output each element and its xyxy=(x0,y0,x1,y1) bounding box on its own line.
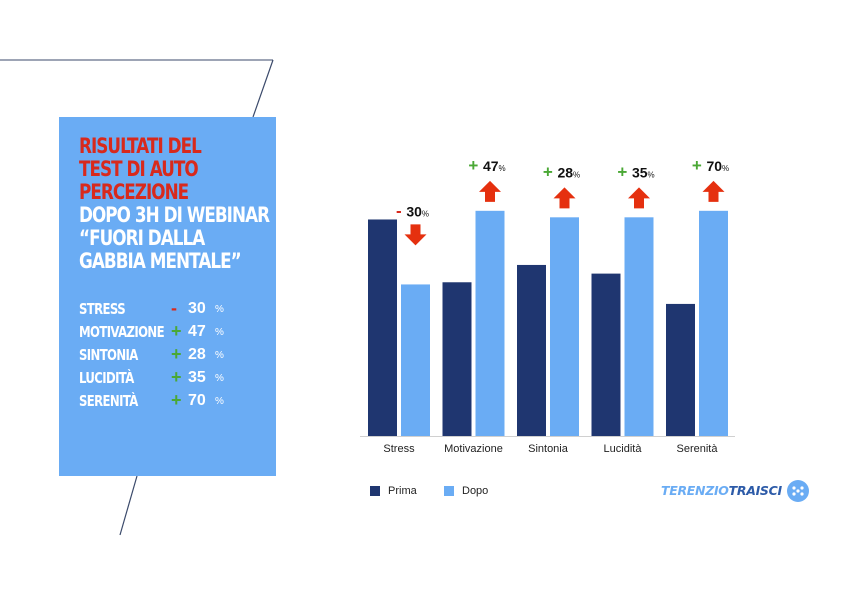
bar-prima-serenita xyxy=(666,303,695,436)
bar-dopo-sintonia xyxy=(550,217,579,436)
stat-unit: % xyxy=(215,304,224,315)
stat-sign: + xyxy=(171,321,182,341)
stat-row-serenita: SERENITÀ + 70 % xyxy=(79,390,276,415)
change-unit: % xyxy=(422,209,429,218)
title-red-line-2: TEST DI AUTO xyxy=(79,157,199,181)
x-tick-label-serenita: Serenità xyxy=(677,443,719,455)
arrow-down-icon-stress xyxy=(404,224,427,246)
legend-label-dopo: Dopo xyxy=(462,485,489,497)
title-red-line-3: PERCEZIONE xyxy=(79,180,189,204)
change-unit: % xyxy=(648,170,655,179)
x-tick-label-motivazione: Motivazione xyxy=(444,443,503,455)
stat-value: 47 xyxy=(188,323,206,340)
stat-sign: - xyxy=(171,298,177,318)
bar-prima-lucidita xyxy=(591,273,621,436)
stat-value: 28 xyxy=(188,346,206,363)
change-sign: - xyxy=(396,201,406,220)
bottom-slant-line xyxy=(119,475,138,536)
bar-dopo-lucidita xyxy=(624,217,654,436)
change-sign: + xyxy=(468,156,483,175)
brand-dots-icon xyxy=(787,480,809,502)
change-sign: + xyxy=(692,156,707,175)
bar-dopo-stress xyxy=(401,284,430,436)
change-sign: + xyxy=(543,162,558,181)
title-white-line-3: GABBIA MENTALE” xyxy=(79,249,242,273)
change-unit: % xyxy=(499,164,506,173)
change-value: 35 xyxy=(632,164,648,180)
bar-dopo-motivazione xyxy=(475,210,505,436)
top-slant-line xyxy=(252,59,274,118)
arrow-up-icon-serenita xyxy=(702,180,725,202)
bar-prima-stress xyxy=(368,219,397,436)
change-label-serenita: + 70% xyxy=(692,156,729,175)
stat-label: MOTIVAZIONE xyxy=(79,323,165,341)
stats-list: STRESS - 30 % MOTIVAZIONE + 47 % SINTONI… xyxy=(79,298,276,415)
change-unit: % xyxy=(573,170,580,179)
brand-dots-icon-graphic xyxy=(792,486,804,496)
stat-row-lucidita: LUCIDITÀ + 35 % xyxy=(79,367,276,392)
stat-sign: + xyxy=(171,367,182,387)
legend-swatch-dopo xyxy=(444,486,454,496)
change-value: 28 xyxy=(557,164,573,180)
title-white-line-2: “FUORI DALLA xyxy=(79,226,205,250)
x-tick-label-stress: Stress xyxy=(383,443,415,455)
results-panel: RISULTATI DEL TEST DI AUTO PERCEZIONE DO… xyxy=(59,117,276,476)
stat-unit: % xyxy=(215,373,224,384)
legend-swatch-prima xyxy=(370,486,380,496)
arrow-up-icon-motivazione xyxy=(479,180,501,202)
brand-logo: TERENZIOTRAISCI xyxy=(661,480,782,502)
stat-row-motivazione: MOTIVAZIONE + 47 % xyxy=(79,321,276,346)
change-label-sintonia: + 28% xyxy=(543,162,580,181)
change-label-motivazione: + 47% xyxy=(468,156,505,175)
stat-label: SERENITÀ xyxy=(79,392,138,410)
change-value: 30 xyxy=(406,203,422,219)
title-red-line-1: RISULTATI DEL xyxy=(79,134,202,158)
bar-dopo-serenita xyxy=(699,210,728,436)
stat-value: 30 xyxy=(188,300,206,317)
bar-prima-sintonia xyxy=(517,264,546,436)
stat-sign: + xyxy=(171,390,182,410)
brand-name-first: TERENZIO xyxy=(661,483,729,498)
stat-value: 35 xyxy=(188,369,206,386)
change-label-lucidita: + 35% xyxy=(617,162,654,181)
panel-title: RISULTATI DEL TEST DI AUTO PERCEZIONE DO… xyxy=(79,135,276,300)
change-value: 70 xyxy=(706,158,722,174)
stat-label: STRESS xyxy=(79,300,126,318)
x-tick-label-lucidita: Lucidità xyxy=(604,443,643,455)
stat-row-sintonia: SINTONIA + 28 % xyxy=(79,344,276,369)
stat-sign: + xyxy=(171,344,182,364)
change-label-stress: - 30% xyxy=(396,201,429,220)
arrow-up-icon-sintonia xyxy=(553,187,576,209)
stat-label: SINTONIA xyxy=(79,346,138,364)
arrow-up-icon-lucidita xyxy=(628,187,650,209)
stat-row-stress: STRESS - 30 % xyxy=(79,298,276,323)
stat-label: LUCIDITÀ xyxy=(79,369,134,387)
bar-prima-motivazione xyxy=(442,282,472,436)
brand-name-second: TRAISCI xyxy=(728,483,783,498)
stat-unit: % xyxy=(215,327,224,338)
change-sign: + xyxy=(617,162,632,181)
stat-unit: % xyxy=(215,396,224,407)
stat-unit: % xyxy=(215,350,224,361)
stat-value: 70 xyxy=(188,392,206,409)
legend-label-prima: Prima xyxy=(388,485,417,497)
change-unit: % xyxy=(722,164,729,173)
x-tick-label-sintonia: Sintonia xyxy=(528,443,569,455)
title-white-line-1: DOPO 3H DI WEBINAR xyxy=(79,203,270,227)
change-value: 47 xyxy=(483,158,499,174)
